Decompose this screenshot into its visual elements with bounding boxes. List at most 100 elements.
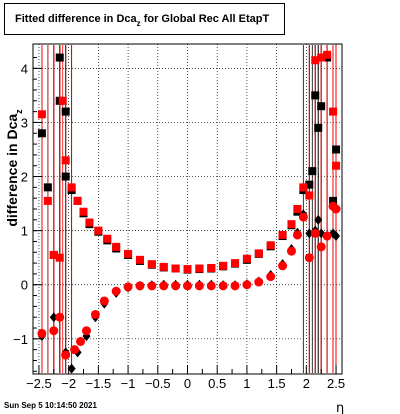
point-s2 — [135, 255, 144, 264]
y-axis-label-main: difference in Dca — [4, 114, 20, 227]
y-tick-label: 2 — [21, 170, 28, 185]
point-s3 — [206, 281, 216, 291]
point-s1 — [314, 214, 323, 225]
x-tick-label: −1 — [121, 376, 136, 391]
point-s0 — [332, 145, 341, 154]
point-s3 — [286, 246, 296, 256]
point-s0 — [61, 172, 70, 181]
point-s2 — [183, 265, 192, 274]
point-s2 — [242, 254, 251, 263]
point-s3 — [55, 312, 65, 322]
point-s2 — [287, 220, 296, 229]
svg-text:difference in Dcaz: difference in Dcaz — [4, 109, 24, 227]
point-s3 — [298, 212, 308, 222]
x-tick-label: 0 — [184, 376, 191, 391]
point-s2 — [299, 183, 308, 192]
data-points — [37, 50, 341, 374]
point-s1 — [67, 363, 76, 374]
point-s1 — [49, 312, 58, 323]
point-s2 — [207, 263, 216, 272]
point-s2 — [332, 161, 341, 170]
point-s3 — [278, 261, 288, 271]
point-s3 — [111, 286, 121, 296]
point-s3 — [76, 337, 86, 347]
point-s0 — [305, 180, 314, 189]
point-s3 — [37, 328, 47, 338]
x-tick-label: 2 — [303, 376, 310, 391]
point-s2 — [49, 250, 58, 259]
title-rest: for Global Rec All EtapT — [140, 13, 270, 25]
x-tick-label: 1.5 — [268, 376, 286, 391]
point-s2 — [43, 196, 52, 205]
point-s2 — [79, 207, 88, 216]
point-s2 — [311, 56, 320, 65]
point-s3 — [230, 281, 240, 291]
point-s3 — [218, 281, 228, 291]
point-s3 — [242, 280, 252, 290]
point-s0 — [308, 167, 317, 176]
y-tick-label: 4 — [21, 61, 28, 76]
y-tick-label: −1 — [13, 332, 28, 347]
x-tick-label: −2.5 — [26, 376, 52, 391]
point-s3 — [331, 204, 341, 214]
x-tick-label: −1.5 — [86, 376, 112, 391]
point-s2 — [305, 191, 314, 200]
tick-labels: −2.5 −2 −1.5 −1 −0.5 0 0.5 1 1.5 2 2.5 −1 0 1 2 3 4 — [13, 61, 345, 391]
point-s0 — [317, 102, 326, 111]
point-s2 — [58, 96, 67, 105]
x-tick-label: 1 — [243, 376, 250, 391]
title-main: Fitted difference in Dca — [15, 13, 137, 25]
point-s3 — [147, 281, 157, 291]
x-axis-label: η — [336, 401, 344, 414]
y-tick-label: 1 — [21, 224, 28, 239]
point-s2 — [103, 234, 112, 243]
point-s3 — [292, 230, 302, 240]
point-s2 — [171, 264, 180, 273]
point-s3 — [70, 345, 80, 355]
point-s1 — [305, 228, 314, 239]
point-s2 — [73, 196, 82, 205]
title-box: Fitted difference in Dcaz for Global Rec… — [4, 3, 285, 35]
point-s3 — [310, 228, 320, 238]
point-s2 — [195, 264, 204, 273]
x-tick-label: 0.5 — [208, 376, 226, 391]
x-tick-label: 2.5 — [327, 376, 345, 391]
point-s3 — [194, 281, 204, 291]
point-s2 — [293, 205, 302, 213]
x-tick-label: −0.5 — [145, 376, 171, 391]
point-s2 — [266, 241, 275, 250]
point-s3 — [171, 281, 181, 291]
point-s3 — [183, 281, 192, 291]
point-s2 — [219, 261, 228, 270]
point-s3 — [99, 296, 109, 306]
point-s2 — [55, 253, 64, 262]
point-s0 — [43, 183, 52, 192]
point-s2 — [112, 242, 121, 251]
point-s2 — [317, 53, 326, 62]
y-tick-label: 0 — [21, 278, 28, 293]
point-s0 — [61, 107, 70, 116]
point-s2 — [85, 218, 94, 227]
y-axis-label: difference in Dcaz — [4, 109, 24, 227]
timestamp: Sun Sep 5 10:14:50 2021 — [4, 401, 97, 410]
point-s0 — [314, 123, 323, 132]
point-s2 — [37, 110, 46, 119]
point-s3 — [135, 281, 145, 291]
point-s2 — [278, 230, 287, 239]
point-s2 — [124, 249, 133, 258]
y-axis-label-sub: z — [14, 109, 24, 114]
point-s3 — [90, 309, 100, 319]
point-s0 — [311, 91, 320, 100]
point-s1 — [332, 231, 341, 242]
point-s3 — [159, 281, 169, 291]
chart-title: Fitted difference in Dcaz for Global Rec… — [15, 13, 270, 28]
grid-lines — [33, 44, 342, 374]
point-s2 — [61, 156, 70, 165]
title-sub: z — [136, 19, 141, 28]
point-s0 — [329, 196, 338, 205]
point-s3 — [61, 350, 71, 360]
point-s2 — [147, 260, 156, 269]
point-s2 — [67, 183, 76, 192]
point-s0 — [55, 53, 64, 62]
